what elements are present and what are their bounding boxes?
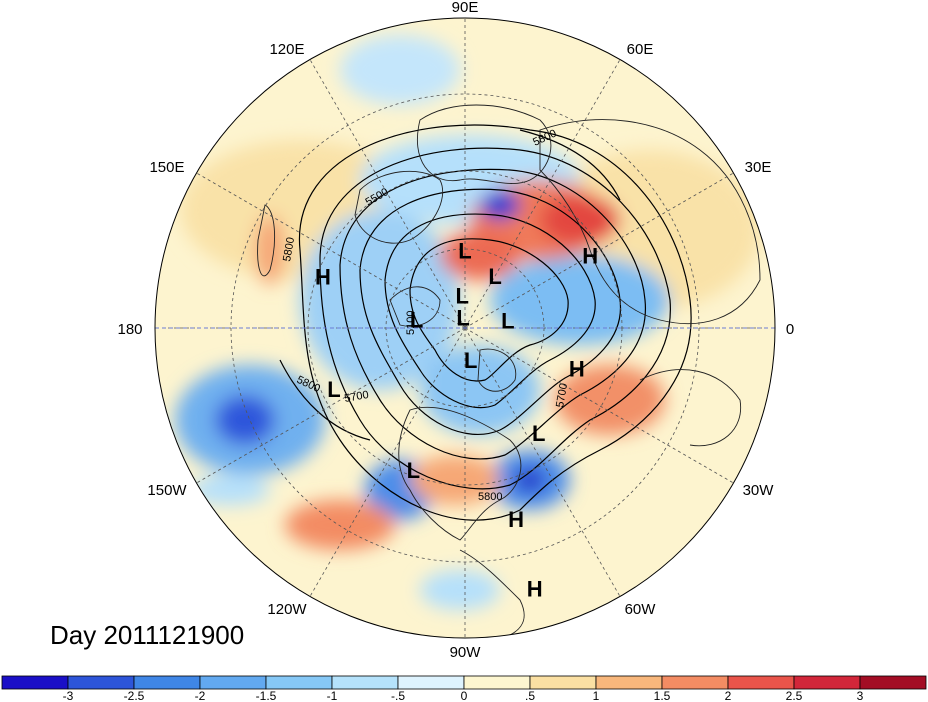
colorbar-swatch (463, 675, 531, 690)
contour-label: 5100 (405, 311, 417, 335)
lon-label-150w: 150W (147, 482, 187, 499)
day-title: Day 2011121900 (50, 620, 245, 650)
lon-label-150e: 150E (149, 159, 184, 176)
lon-label-90w: 90W (450, 644, 482, 661)
longitude-labels: 90E 60E 30E 0 30W 60W 90W 120W 150W 180 … (117, 0, 794, 661)
high-pressure-label: H (569, 357, 585, 382)
colorbar-swatch (397, 675, 465, 690)
lon-label-120e: 120E (269, 41, 304, 58)
anomaly-shading (175, 35, 760, 610)
colorbar-tick-label: 2.5 (786, 689, 803, 702)
colorbar-swatch (727, 675, 795, 690)
meridian-line (464, 172, 734, 329)
low-pressure-label: L (532, 421, 545, 446)
high-pressure-label: H (582, 244, 598, 269)
meridian-line (464, 327, 734, 484)
low-pressure-label: L (407, 458, 420, 483)
colorbar-swatch (1, 675, 69, 690)
colorbar-tick-label: 0 (461, 689, 468, 702)
colorbar-swatch (793, 675, 861, 690)
colorbar-swatch (331, 675, 399, 690)
meridian-line (464, 327, 621, 597)
lon-label-30w: 30W (743, 482, 775, 499)
colorbar-tick-label: 3 (857, 689, 864, 702)
high-pressure-label: H (527, 576, 543, 601)
colorbar-swatch (661, 675, 729, 690)
meridian-line (196, 327, 466, 484)
height-contours (279, 124, 692, 521)
lon-label-120w: 120W (267, 601, 307, 618)
colorbar-swatch (595, 675, 663, 690)
low-pressure-label: L (488, 264, 501, 289)
lon-label-90e: 90E (452, 0, 479, 16)
colorbar-tick-label: -1.5 (256, 689, 277, 702)
low-pressure-label: L (464, 348, 477, 373)
high-pressure-label: H (508, 507, 524, 532)
lon-label-60w: 60W (625, 601, 657, 618)
map-border (154, 17, 776, 639)
colorbar-swatch (529, 675, 597, 690)
lon-label-0: 0 (786, 321, 794, 338)
low-pressure-label: L (410, 308, 423, 333)
colorbar-swatch (265, 675, 333, 690)
lon-label-180: 180 (117, 321, 142, 338)
low-pressure-label: L (456, 305, 469, 330)
colorbar-swatch (133, 675, 201, 690)
colorbar-tick-label: 1.5 (654, 689, 671, 702)
colorbar-tick-label: -2 (195, 689, 206, 702)
colorbar-tick-label: -3 (63, 689, 74, 702)
high-pressure-label: H (315, 264, 331, 289)
low-pressure-label: L (327, 377, 340, 402)
colorbar-swatch (199, 675, 267, 690)
colorbar-tick-label: -2.5 (124, 689, 145, 702)
low-pressure-label: L (501, 308, 514, 333)
colorbar-tick-label: 2 (725, 689, 732, 702)
colorbar-swatch (859, 675, 927, 690)
colorbar-tick-label: -.5 (391, 689, 405, 702)
contour-label: 5800 (478, 491, 502, 503)
meridian-line (464, 59, 621, 329)
contour-label: 5700 (343, 389, 369, 405)
colorbar-swatch (67, 675, 135, 690)
meridian-line (309, 59, 466, 329)
lon-label-30e: 30E (745, 159, 772, 176)
colorbar-tick-label: 1 (593, 689, 600, 702)
meridian-line (309, 327, 466, 597)
contour-label: 5700 (554, 382, 570, 408)
colorbar: -3 -2.5 -2 -1.5 -1 -.5 0 .5 1 1.5 2 2.5 3 (1, 675, 927, 702)
coastlines (257, 104, 761, 636)
colorbar-tick-label: .5 (525, 689, 535, 702)
low-pressure-label: L (458, 239, 471, 264)
colorbar-tick-label: -1 (327, 689, 338, 702)
lon-label-60e: 60E (627, 41, 654, 58)
low-pressure-label: L (455, 284, 468, 309)
meridian-line (196, 172, 466, 329)
contour-label: 5800 (281, 236, 297, 262)
